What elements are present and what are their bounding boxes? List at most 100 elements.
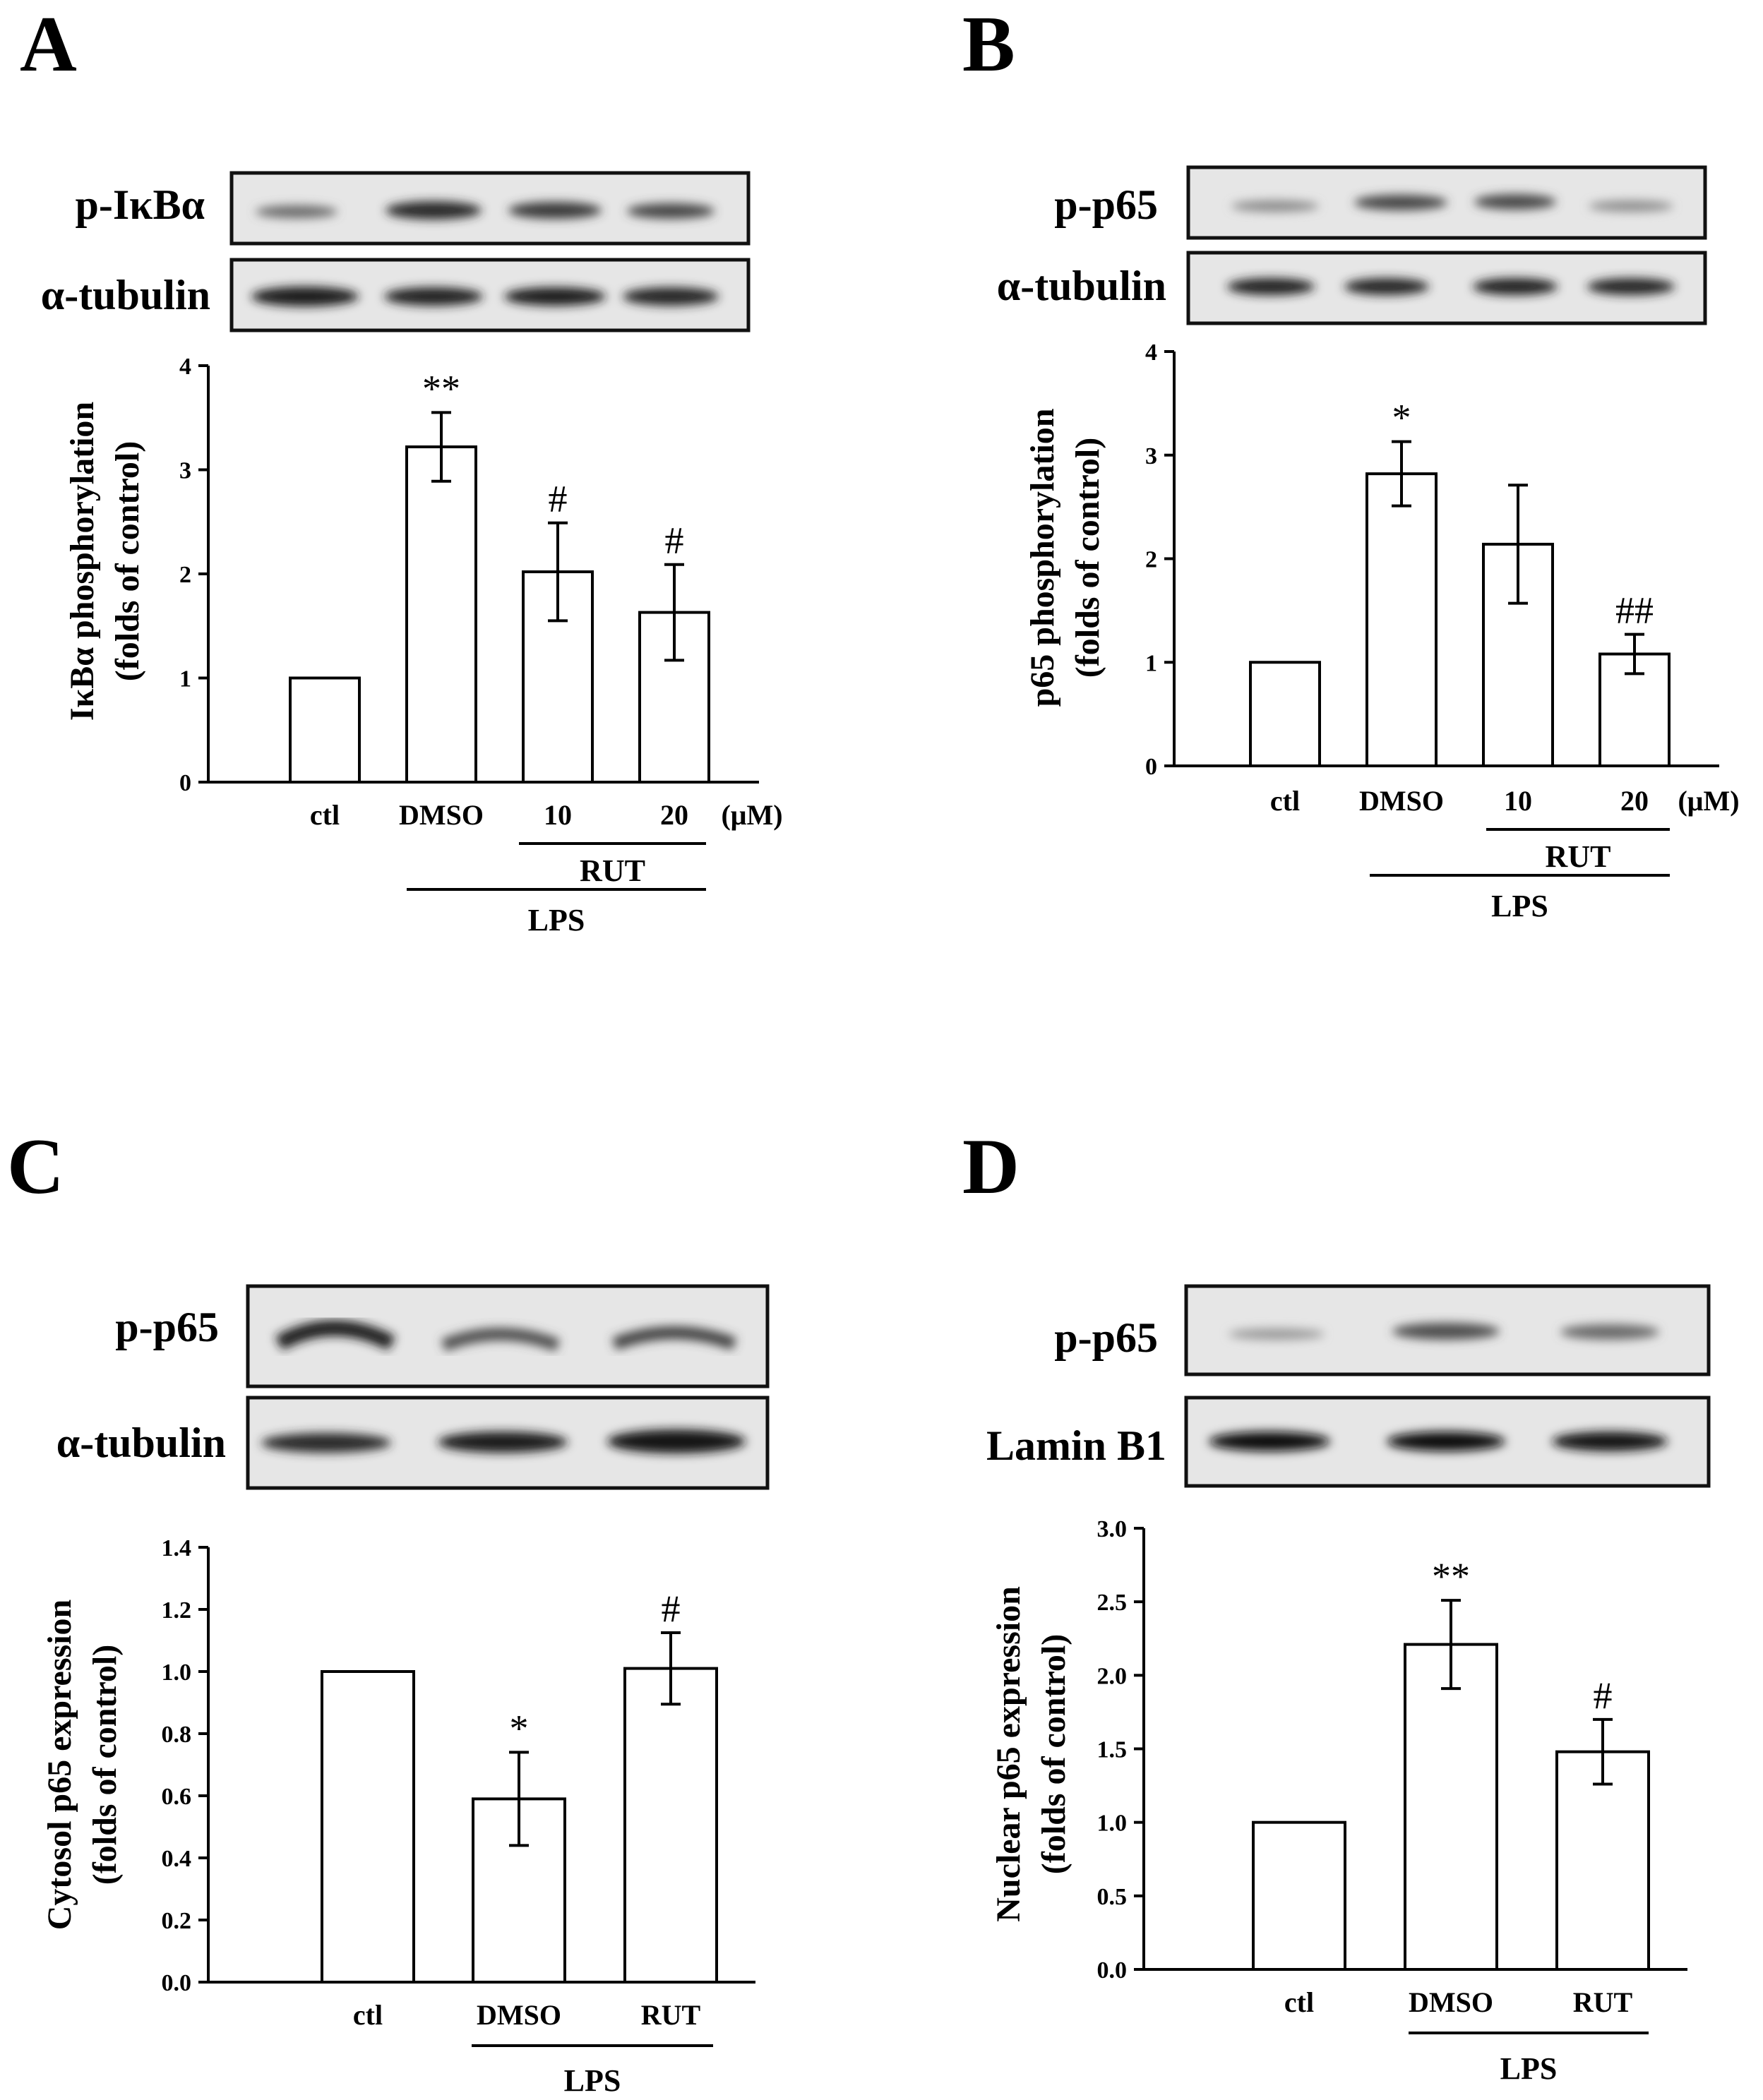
panel-d-significance: # xyxy=(1594,1674,1613,1717)
panel-c-y-tick-label: 0.8 xyxy=(162,1722,192,1748)
panel-a-ylabel-line1: IκBα phosphorylation xyxy=(64,402,101,721)
panel-b-blot-1-bands xyxy=(1231,194,1673,212)
panel-a-y-tick-label: 0 xyxy=(179,770,191,796)
panel-a-group-label: LPS xyxy=(528,903,585,937)
panel-c-chart: 0.0 0.2 0.4 0.6 0.8 1.0 1.2 1.4 ctl * DMSO # RUT LPS xyxy=(162,1535,755,2098)
panel-a-category-label: ctl xyxy=(310,799,340,831)
panel-a-y-tick-label: 2 xyxy=(179,562,191,588)
panel-d-blot-1-bands xyxy=(1229,1323,1659,1340)
panel-b-blot-label-1: p-p65 xyxy=(1054,181,1158,228)
panel-c-ylabel-line1: Cytosol p65 expression xyxy=(41,1600,78,1931)
panel-a-y-tick-label: 1 xyxy=(179,666,191,692)
panel-c-category-label: ctl xyxy=(353,1999,383,2031)
panel-d-blot-label-2: Lamin B1 xyxy=(986,1422,1166,1469)
panel-a-blot-1-bands xyxy=(256,201,715,220)
panel-a-bar xyxy=(289,676,361,784)
panel-b-y-tick-label: 1 xyxy=(1145,650,1157,676)
panel-c-category-label: RUT xyxy=(641,1999,701,2031)
panel-b-category-label: 10 xyxy=(1504,785,1532,817)
panel-b-y-tick-label: 4 xyxy=(1145,340,1157,366)
panel-d-y-tick-label: 1.5 xyxy=(1097,1737,1128,1763)
panel-a-category-label: 20 xyxy=(660,799,688,831)
panel-d-category-label: ctl xyxy=(1284,1986,1314,2018)
panel-d-blot-2-bands xyxy=(1209,1432,1668,1451)
panel-d-y-tick-label: 3.0 xyxy=(1097,1516,1128,1542)
panel-c-significance: # xyxy=(662,1588,681,1630)
panel-d-bar xyxy=(1404,1643,1498,1971)
panel-d-y-tick-label: 0.5 xyxy=(1097,1884,1128,1910)
panel-c-y-tick-label: 1.0 xyxy=(162,1660,192,1686)
panel-b-bar xyxy=(1365,472,1438,767)
panel-b-y-tick-label: 3 xyxy=(1145,443,1157,469)
panel-b-blot-label-2: α-tubulin xyxy=(997,263,1166,309)
panel-a-y-tick-label: 3 xyxy=(179,458,191,484)
panel-d-y-tick-label: 2.5 xyxy=(1097,1590,1128,1616)
panel-a-significance: # xyxy=(549,478,568,520)
panel-a-group-label: RUT xyxy=(580,853,645,888)
panel-b-blot-2-bands xyxy=(1227,278,1675,295)
panel-b-category-label: DMSO xyxy=(1359,785,1444,817)
panel-d-group-label: LPS xyxy=(1500,2051,1558,2086)
panel-a-category-label: 10 xyxy=(544,799,572,831)
panel-c-y-tick-label: 0.2 xyxy=(162,1908,192,1934)
panel-a: A p-IκBα α-tubulin IκBα phosphorylation … xyxy=(20,1,783,937)
panel-b-significance: * xyxy=(1392,397,1411,439)
panel-c-y-tick-label: 0.4 xyxy=(162,1846,192,1872)
panel-d-category-label: RUT xyxy=(1573,1986,1633,2018)
panel-a-chart: 0 1 2 3 4 ctl ** DMSO #10 #20 (μM) RUT LPS xyxy=(179,354,783,937)
panel-a-ylabel-line2: (folds of control) xyxy=(109,441,146,681)
panel-c-bar xyxy=(321,1670,415,1984)
panel-c-ylabel-line2: (folds of control) xyxy=(86,1645,124,1885)
panel-a-y-tick-label: 4 xyxy=(179,354,191,380)
panel-a-bar xyxy=(405,445,477,784)
panel-c-y-tick-label: 0.6 xyxy=(162,1784,192,1810)
panel-a-significance: ** xyxy=(422,367,460,409)
panel-a-letter: A xyxy=(20,1,77,88)
panel-d-letter: D xyxy=(962,1123,1020,1211)
panel-c-letter: C xyxy=(7,1123,64,1211)
panel-d-chart: 0.0 0.5 1.0 1.5 2.0 2.5 3.0 ctl ** DMSO # RUT LPS xyxy=(1097,1516,1687,2086)
panel-a-category-label: DMSO xyxy=(399,799,484,831)
panel-b-category-label: 20 xyxy=(1620,785,1649,817)
panel-b: B p-p65 α-tubulin p65 phosphorylation (f… xyxy=(962,1,1740,923)
panel-d-blot-label-1: p-p65 xyxy=(1054,1314,1158,1361)
panel-b-unit-label: (μM) xyxy=(1678,785,1739,817)
panel-d-y-tick-label: 1.0 xyxy=(1097,1811,1128,1837)
panel-c-category-label: DMSO xyxy=(477,1999,561,2031)
panel-b-y-tick-label: 2 xyxy=(1145,547,1157,573)
panel-b-ylabel-line1: p65 phosphorylation xyxy=(1024,409,1061,707)
panel-a-unit-label: (μM) xyxy=(721,799,782,831)
panel-c: C p-p65 α-tubulin Cytosol p65 expression… xyxy=(7,1123,770,2098)
panel-a-blot-label-1: p-IκBα xyxy=(75,181,205,228)
panel-c-y-tick-label: 0.0 xyxy=(162,1970,192,1996)
panel-d-bar xyxy=(1252,1820,1346,1972)
panel-d: D p-p65 Lamin B1 Nuclear p65 expression … xyxy=(962,1123,1711,2086)
panel-b-chart: 0 1 2 3 4 ctl * DMSO 10 ## 20 (μM) RUT LPS xyxy=(1145,340,1740,923)
panel-c-blot-label-1: p-p65 xyxy=(115,1304,219,1350)
panel-c-bar xyxy=(623,1667,718,1984)
panel-c-blot-2-bands xyxy=(261,1429,746,1453)
panel-a-significance: # xyxy=(665,520,684,562)
panel-b-category-label: ctl xyxy=(1270,785,1300,817)
panel-d-y-tick-label: 0.0 xyxy=(1097,1957,1128,1984)
panel-d-ylabel-line2: (folds of control) xyxy=(1035,1634,1072,1874)
panel-c-y-tick-label: 1.4 xyxy=(162,1535,192,1561)
panel-b-bar xyxy=(1249,661,1321,767)
panel-c-blot-label-2: α-tubulin xyxy=(56,1420,226,1466)
panel-b-significance: ## xyxy=(1615,589,1654,632)
panel-b-y-tick-label: 0 xyxy=(1145,754,1157,780)
panel-b-ylabel-line2: (folds of control) xyxy=(1069,438,1106,678)
panel-d-category-label: DMSO xyxy=(1409,1986,1493,2018)
panel-c-y-tick-label: 1.2 xyxy=(162,1597,192,1624)
panel-d-y-tick-label: 2.0 xyxy=(1097,1663,1128,1689)
panel-c-significance: * xyxy=(510,1707,529,1749)
panel-b-group-label: RUT xyxy=(1546,839,1611,874)
panel-b-group-label: LPS xyxy=(1491,889,1548,923)
panel-d-significance: ** xyxy=(1432,1555,1470,1597)
panel-c-blot-1-bands xyxy=(275,1320,737,1352)
panel-b-letter: B xyxy=(962,1,1015,88)
panel-a-blot-label-2: α-tubulin xyxy=(41,272,210,318)
panel-a-blot-2-bands xyxy=(251,287,719,306)
panel-d-ylabel-line1: Nuclear p65 expression xyxy=(990,1586,1027,1922)
